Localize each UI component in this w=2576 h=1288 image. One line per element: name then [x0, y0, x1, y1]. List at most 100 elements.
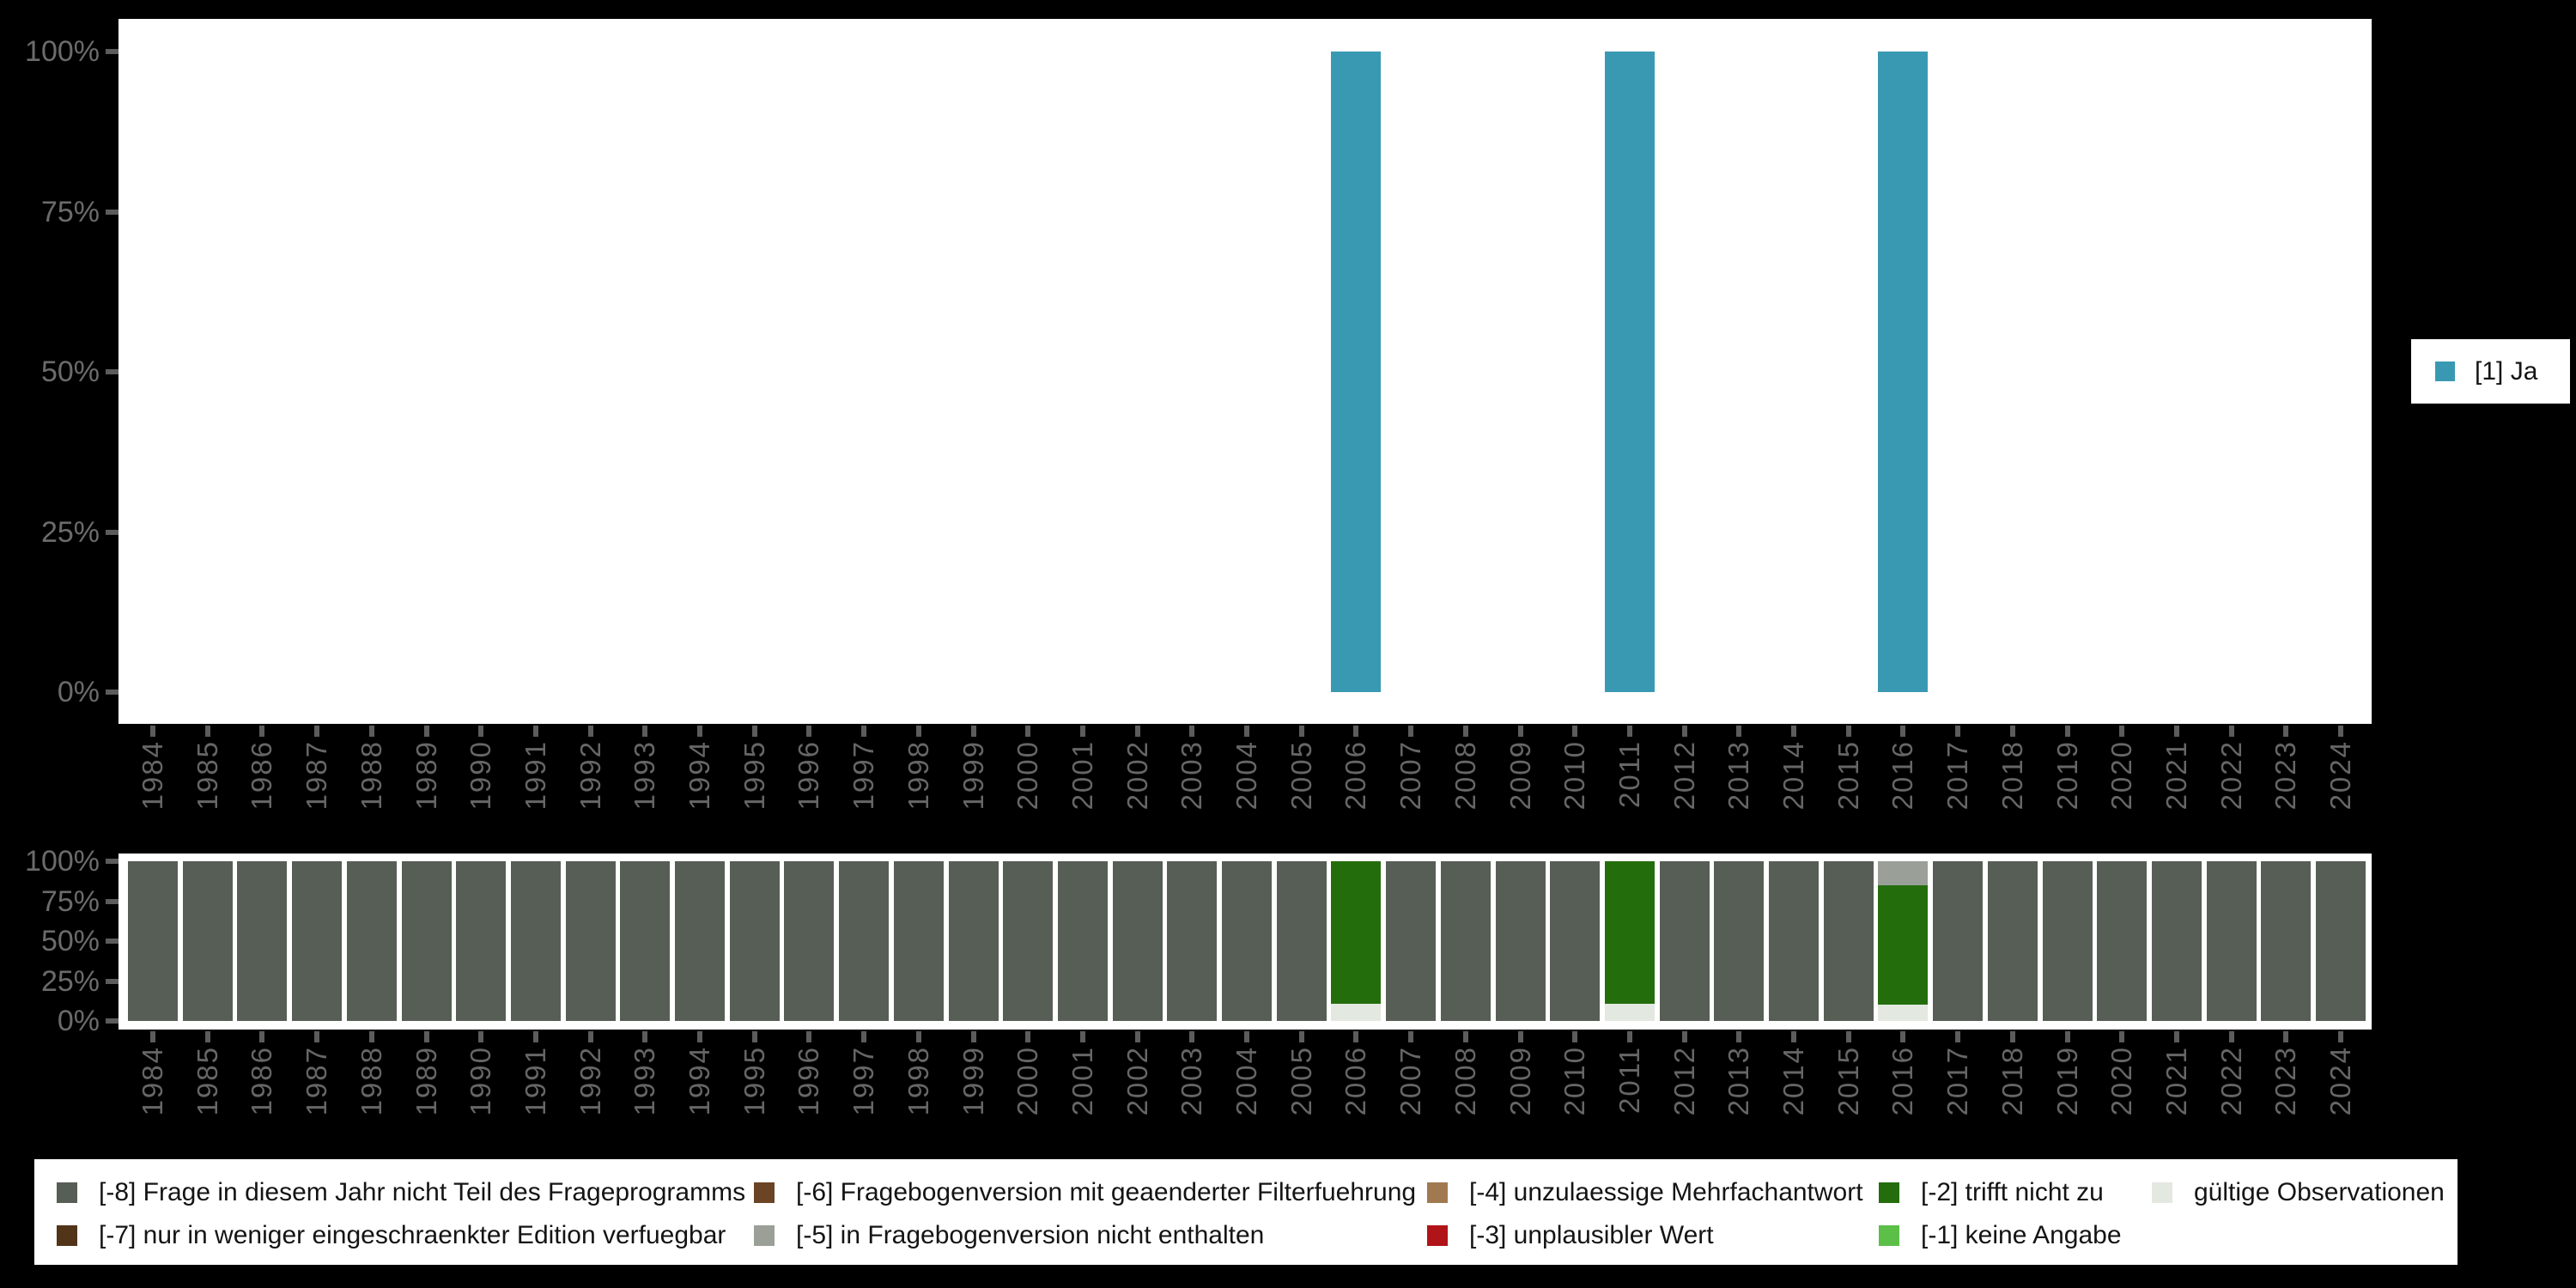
bottom-x-tick-1995	[751, 1031, 757, 1042]
bottom-x-label-1986: 1986	[246, 1046, 278, 1116]
top-x-label-1987: 1987	[301, 740, 333, 811]
bottom-x-tick-1988	[368, 1031, 374, 1042]
bottom-y-label-0: 0%	[57, 1005, 100, 1037]
bottom-x-label-2016: 2016	[1886, 1046, 1919, 1116]
bottom-bar-2024-seg--8	[2316, 861, 2366, 1021]
bottom-bar-1995-seg--8	[729, 861, 780, 1021]
bottom-x-label-2024: 2024	[2324, 1046, 2356, 1116]
top-x-label-1997: 1997	[848, 740, 880, 811]
legend-label--5: [-5] in Fragebogenversion nicht enthalte…	[796, 1221, 1265, 1249]
bottom-x-tick-2011	[1626, 1031, 1632, 1042]
top-y-tick-25	[106, 529, 118, 535]
top-x-tick-2018	[2009, 726, 2015, 737]
top-x-label-2015: 2015	[1832, 740, 1864, 811]
top-x-label-2021: 2021	[2160, 740, 2192, 811]
bottom-x-label-1996: 1996	[793, 1046, 825, 1116]
bottom-x-tick-2017	[1955, 1031, 1961, 1042]
top-x-tick-2024	[2338, 726, 2343, 737]
bottom-bar-1993-seg--8	[620, 861, 671, 1021]
bottom-x-tick-1993	[642, 1031, 648, 1042]
bottom-x-label-2009: 2009	[1504, 1046, 1536, 1116]
bottom-x-label-2005: 2005	[1285, 1046, 1317, 1116]
bottom-x-tick-1986	[259, 1031, 265, 1042]
bottom-x-label-1987: 1987	[301, 1046, 333, 1116]
top-x-label-2010: 2010	[1558, 740, 1591, 811]
legend-label--7: [-7] nur in weniger eingeschraenkter Edi…	[99, 1221, 726, 1249]
bottom-bar-2008-seg--8	[1440, 861, 1491, 1021]
bottom-x-tick-2021	[2173, 1031, 2179, 1042]
top-x-label-2001: 2001	[1066, 740, 1098, 811]
bottom-x-label-2002: 2002	[1121, 1046, 1153, 1116]
top-x-tick-2009	[1517, 726, 1523, 737]
bottom-bar-2018-seg--8	[1987, 861, 2038, 1021]
bottom-bar-1991-seg--8	[510, 861, 561, 1021]
legend-swatch--2	[1879, 1182, 1899, 1203]
legend-swatch--1	[1879, 1225, 1899, 1246]
top-x-tick-2019	[2064, 726, 2070, 737]
top-x-label-2017: 2017	[1941, 740, 1974, 811]
top-x-tick-1990	[478, 726, 484, 737]
top-x-tick-1994	[697, 726, 702, 737]
legend-swatch--5	[754, 1225, 775, 1246]
top-x-tick-1988	[368, 726, 374, 737]
bottom-bar-2022-seg--8	[2206, 861, 2257, 1021]
bottom-x-tick-2005	[1298, 1031, 1304, 1042]
bottom-bar-2016-seg--5	[1878, 861, 1929, 885]
top-y-tick-0	[106, 690, 118, 695]
bottom-x-tick-1999	[970, 1031, 976, 1042]
bottom-x-tick-2001	[1079, 1031, 1085, 1042]
top-x-tick-1989	[423, 726, 429, 737]
bottom-x-label-1989: 1989	[410, 1046, 442, 1116]
legend-swatch-valid	[2152, 1182, 2172, 1203]
top-x-tick-1995	[751, 726, 757, 737]
bottom-x-tick-2023	[2283, 1031, 2289, 1042]
top-x-label-2005: 2005	[1285, 740, 1317, 811]
bottom-x-tick-1990	[478, 1031, 484, 1042]
legend-label--1: [-1] keine Angabe	[1921, 1221, 2122, 1249]
top-x-tick-2000	[1025, 726, 1031, 737]
bottom-x-label-2015: 2015	[1832, 1046, 1864, 1116]
bottom-x-tick-2009	[1517, 1031, 1523, 1042]
bottom-x-tick-2002	[1134, 1031, 1140, 1042]
top-x-label-1985: 1985	[191, 740, 223, 811]
top-x-tick-2022	[2228, 726, 2234, 737]
top-x-label-2009: 2009	[1504, 740, 1536, 811]
bottom-bar-1988-seg--8	[346, 861, 397, 1021]
bottom-x-label-2013: 2013	[1722, 1046, 1755, 1116]
top-x-label-2024: 2024	[2324, 740, 2356, 811]
top-x-tick-2011	[1626, 726, 1632, 737]
top-x-label-2003: 2003	[1176, 740, 1208, 811]
bottom-y-label-25: 25%	[40, 964, 100, 998]
bottom-x-label-2006: 2006	[1340, 1046, 1372, 1116]
bottom-bar-2005-seg--8	[1276, 861, 1327, 1021]
bottom-bar-2016-seg-valid	[1878, 1005, 1929, 1021]
top-x-label-1988: 1988	[355, 740, 387, 811]
bottom-x-tick-2012	[1681, 1031, 1687, 1042]
bottom-x-label-2021: 2021	[2160, 1046, 2192, 1116]
bottom-bar-2023-seg--8	[2261, 861, 2312, 1021]
bottom-x-tick-2022	[2228, 1031, 2234, 1042]
bottom-x-label-1990: 1990	[465, 1046, 497, 1116]
top-x-tick-2008	[1462, 726, 1468, 737]
bottom-bar-1994-seg--8	[675, 861, 725, 1021]
top-y-tick-100	[106, 49, 118, 54]
bottom-bar-2019-seg--8	[2042, 861, 2093, 1021]
bottom-x-tick-1987	[314, 1031, 320, 1042]
top-x-label-2019: 2019	[2050, 740, 2083, 811]
top-x-label-1993: 1993	[629, 740, 661, 811]
top-x-label-2007: 2007	[1394, 740, 1427, 811]
top-x-tick-1992	[587, 726, 593, 737]
legend-swatch--7	[57, 1225, 77, 1246]
bottom-x-tick-1991	[532, 1031, 538, 1042]
top-x-tick-1998	[915, 726, 921, 737]
legend-label-valid: gültige Observationen	[2194, 1178, 2445, 1206]
bottom-bar-2015-seg--8	[1823, 861, 1874, 1021]
top-x-tick-2015	[1845, 726, 1851, 737]
bottom-x-tick-2004	[1244, 1031, 1249, 1042]
legend-missing-box: [-8] Frage in diesem Jahr nicht Teil des…	[34, 1159, 2458, 1265]
top-x-label-2002: 2002	[1121, 740, 1153, 811]
top-x-tick-2010	[1572, 726, 1578, 737]
bottom-bar-1987-seg--8	[292, 861, 343, 1021]
bottom-x-label-1991: 1991	[519, 1046, 551, 1116]
